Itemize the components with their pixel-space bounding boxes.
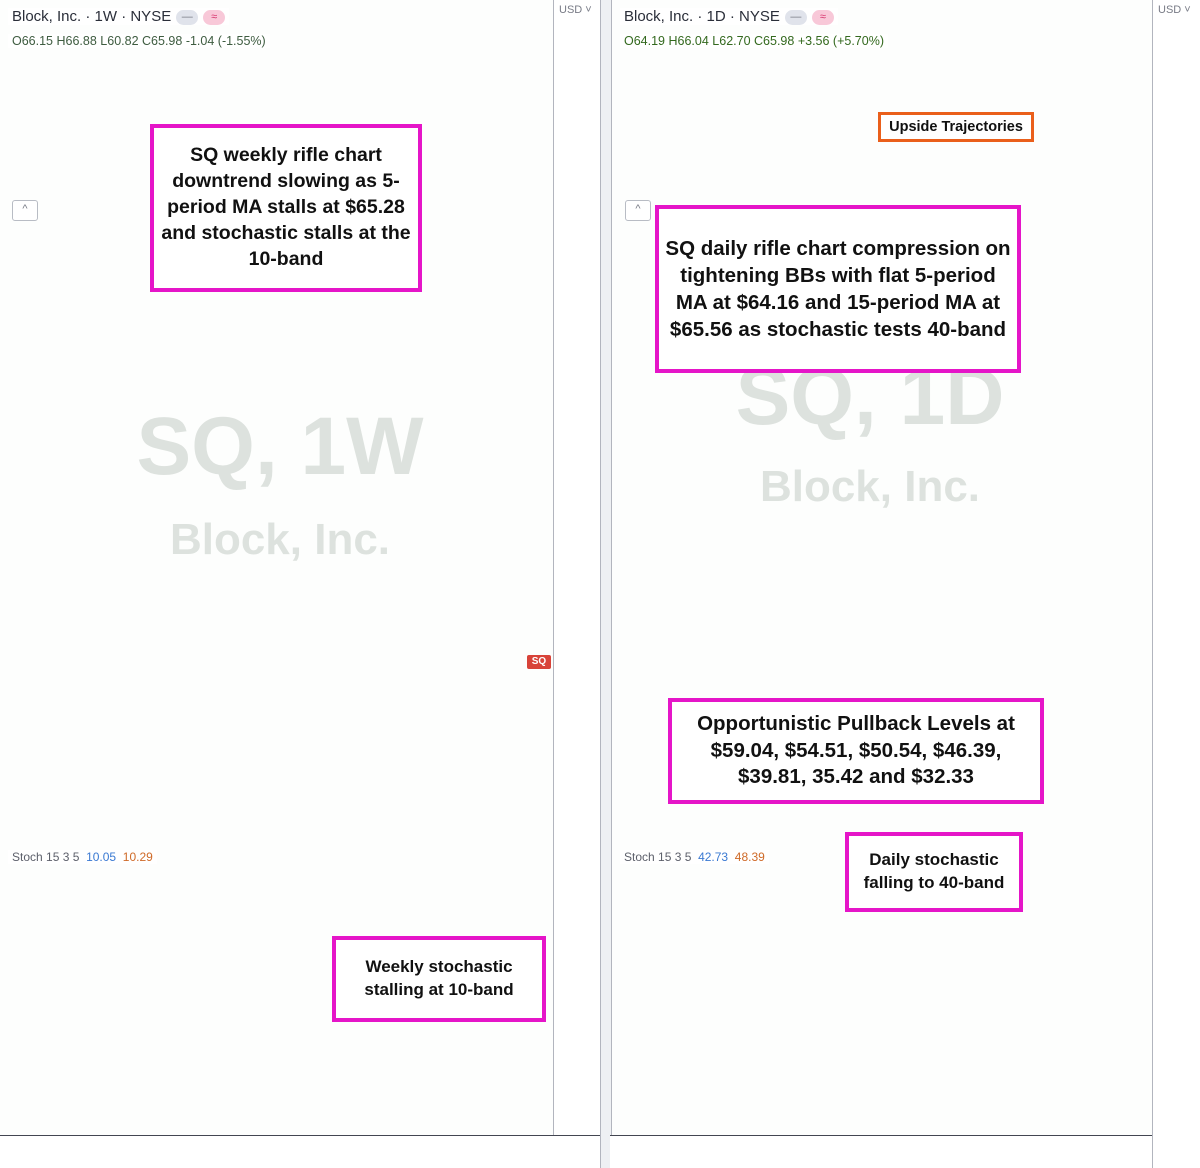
daily-symbol-title[interactable]: Block, Inc. · 1D · NYSE — ≈ (620, 8, 838, 25)
wave-icon[interactable]: ≈ (811, 9, 834, 25)
weekly-stoch-callout: Weekly stochastic stalling at 10-band (332, 936, 546, 1022)
weekly-stoch-legend[interactable]: Stoch 15 3 5 10.05 10.29 (8, 850, 157, 864)
wave-icon[interactable]: ≈ (203, 9, 226, 25)
currency-selector[interactable]: USD ˅ (559, 4, 592, 16)
upside-trajectories-callout: Upside Trajectories (878, 112, 1034, 142)
dash-icon[interactable]: — (784, 9, 807, 25)
watermark-name-daily: Block, Inc. (759, 462, 981, 511)
daily-stoch-callout: Daily stochastic falling to 40-band (845, 832, 1023, 912)
collapse-pane-button[interactable]: ^ (625, 200, 651, 221)
symbol-price-tag: SQ (527, 655, 551, 669)
daily-stoch-legend[interactable]: Stoch 15 3 5 42.73 48.39 (620, 850, 769, 864)
dash-icon[interactable]: — (176, 9, 199, 25)
currency-selector[interactable]: USD ˅ (1158, 4, 1191, 16)
weekly-price-scale[interactable]: USD ˅ (553, 0, 601, 1168)
collapse-pane-button[interactable]: ^ (12, 200, 38, 221)
daily-price-scale[interactable]: USD ˅ (1152, 0, 1200, 1168)
daily-time-axis[interactable] (610, 1135, 1152, 1168)
pullback-levels-callout: Opportunistic Pullback Levels at $59.04,… (668, 698, 1044, 804)
weekly-annotation-callout: SQ weekly rifle chart downtrend slowing … (150, 124, 422, 292)
daily-ohlc-row: O64.19 H66.04 L62.70 C65.98 +3.56 (+5.70… (620, 34, 888, 48)
watermark-name-weekly: Block, Inc. (169, 515, 391, 564)
weekly-time-axis[interactable] (0, 1135, 600, 1168)
weekly-symbol-title[interactable]: Block, Inc. · 1W · NYSE — ≈ (8, 8, 230, 25)
weekly-ohlc-row: O66.15 H66.88 L60.82 C65.98 -1.04 (-1.55… (8, 34, 270, 48)
panel-divider[interactable] (600, 0, 612, 1168)
watermark-symbol-weekly: SQ, 1W (136, 401, 424, 492)
daily-annotation-callout: SQ daily rifle chart compression on tigh… (655, 205, 1021, 373)
